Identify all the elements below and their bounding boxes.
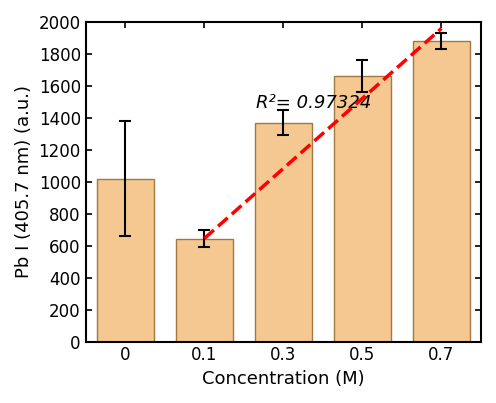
Bar xyxy=(413,41,470,342)
Y-axis label: Pb I (405.7 nm) (a.u.): Pb I (405.7 nm) (a.u.) xyxy=(15,85,33,278)
X-axis label: Concentration (M): Concentration (M) xyxy=(202,370,365,388)
Bar xyxy=(334,76,391,342)
Bar xyxy=(255,123,312,342)
Bar xyxy=(176,239,233,342)
Text: R²= 0.97324: R²= 0.97324 xyxy=(255,94,371,112)
Bar xyxy=(97,179,154,342)
